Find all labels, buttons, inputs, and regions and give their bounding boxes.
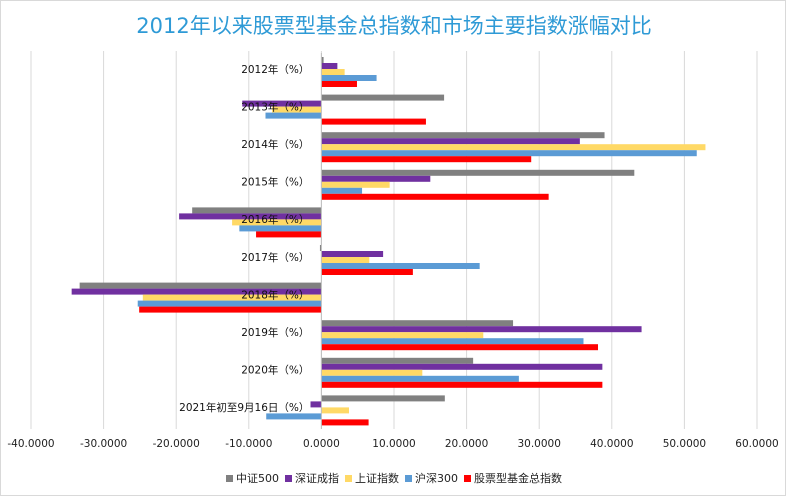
bar-2-7 [321, 332, 484, 339]
x-tick-label: -10.0000 [225, 438, 272, 450]
bar-1-9 [310, 401, 322, 408]
bar-4-7 [321, 344, 599, 351]
legend-label: 上证指数 [355, 472, 399, 485]
bar-2-9 [321, 407, 349, 414]
bar-2-4 [232, 219, 322, 226]
bar-0-5 [319, 245, 322, 251]
bar-0-0 [321, 57, 324, 63]
bar-0-3 [321, 169, 635, 176]
bar-1-4 [179, 213, 322, 220]
bar-0-4 [192, 207, 322, 214]
bar-4-1 [321, 118, 426, 125]
chart-title: 2012年以来股票型基金总指数和市场主要指数涨幅对比 [136, 14, 652, 38]
bar-4-3 [321, 193, 549, 200]
legend-item: 深证成指 [285, 470, 339, 486]
bar-1-1 [242, 100, 322, 107]
bar-2-0 [321, 69, 345, 75]
bar-2-2 [321, 144, 706, 151]
legend-swatch [226, 475, 233, 482]
category-label: 2012年（%） [241, 63, 309, 76]
bar-3-4 [239, 225, 322, 232]
legend-item: 中证500 [226, 470, 279, 486]
bar-1-8 [321, 363, 603, 370]
x-tick-label: 60.0000 [735, 438, 778, 450]
category-label: 2015年（%） [241, 176, 309, 189]
legend-swatch [285, 475, 292, 482]
bar-0-6 [79, 282, 322, 289]
x-tick-label: 40.0000 [590, 438, 633, 450]
bar-2-5 [321, 257, 370, 263]
bar-4-8 [321, 381, 603, 388]
bar-0-7 [321, 320, 514, 327]
x-tick-label: 20.0000 [445, 438, 488, 450]
x-tick-label: 0.0000 [303, 438, 340, 450]
legend-label: 深证成指 [295, 472, 339, 485]
category-label: 2019年（%） [241, 326, 309, 339]
bar-0-1 [321, 94, 445, 101]
bar-0-2 [321, 132, 605, 139]
category-label: 2013年（%） [241, 100, 309, 113]
category-label: 2016年（%） [241, 213, 309, 226]
bar-2-1 [272, 106, 322, 113]
bar-3-1 [265, 112, 322, 119]
x-tick-label: -20.0000 [153, 438, 200, 450]
x-tick-label: 30.0000 [517, 438, 560, 450]
category-label: 2021年初至9月16日（%） [179, 401, 309, 414]
bar-1-5 [321, 251, 384, 257]
bar-3-3 [321, 187, 363, 194]
bar-1-6 [71, 288, 322, 295]
bar-1-3 [321, 175, 431, 182]
legend-swatch [405, 475, 412, 482]
bar-2-8 [321, 369, 423, 376]
bar-3-7 [321, 338, 584, 345]
legend: 中证500 深证成指 上证指数 沪深300 股票型基金总指数 [1, 470, 785, 486]
legend-item: 股票型基金总指数 [464, 470, 562, 486]
bar-1-0 [321, 63, 338, 69]
bar-3-5 [321, 263, 480, 269]
bar-3-9 [266, 413, 322, 420]
bar-3-6 [137, 300, 322, 307]
bar-4-6 [139, 306, 322, 313]
bar-1-7 [321, 326, 642, 333]
bar-4-2 [321, 156, 532, 163]
category-label: 2020年（%） [241, 364, 309, 377]
legend-item: 沪深300 [405, 470, 458, 486]
legend-label: 沪深300 [415, 472, 458, 485]
bar-2-3 [321, 181, 390, 188]
bar-3-0 [321, 75, 377, 81]
bar-2-6 [142, 294, 322, 301]
bar-4-0 [321, 81, 357, 87]
bar-3-2 [321, 150, 697, 157]
legend-item: 上证指数 [345, 470, 399, 486]
bar-4-9 [321, 419, 369, 426]
bar-4-5 [321, 269, 413, 275]
bar-4-4 [256, 231, 322, 238]
bar-3-8 [321, 375, 519, 382]
x-tick-label: -40.0000 [7, 438, 54, 450]
x-tick-label: 50.0000 [663, 438, 706, 450]
bar-0-9 [321, 395, 445, 402]
legend-swatch [464, 475, 471, 482]
category-label: 2018年（%） [241, 288, 309, 301]
x-tick-label: -30.0000 [80, 438, 127, 450]
category-label: 2017年（%） [241, 251, 309, 264]
legend-label: 股票型基金总指数 [474, 472, 562, 485]
legend-swatch [345, 475, 352, 482]
bar-1-2 [321, 138, 580, 145]
bar-0-8 [321, 357, 474, 364]
category-label: 2014年（%） [241, 138, 309, 151]
legend-label: 中证500 [236, 472, 279, 485]
x-tick-label: 10.0000 [372, 438, 415, 450]
